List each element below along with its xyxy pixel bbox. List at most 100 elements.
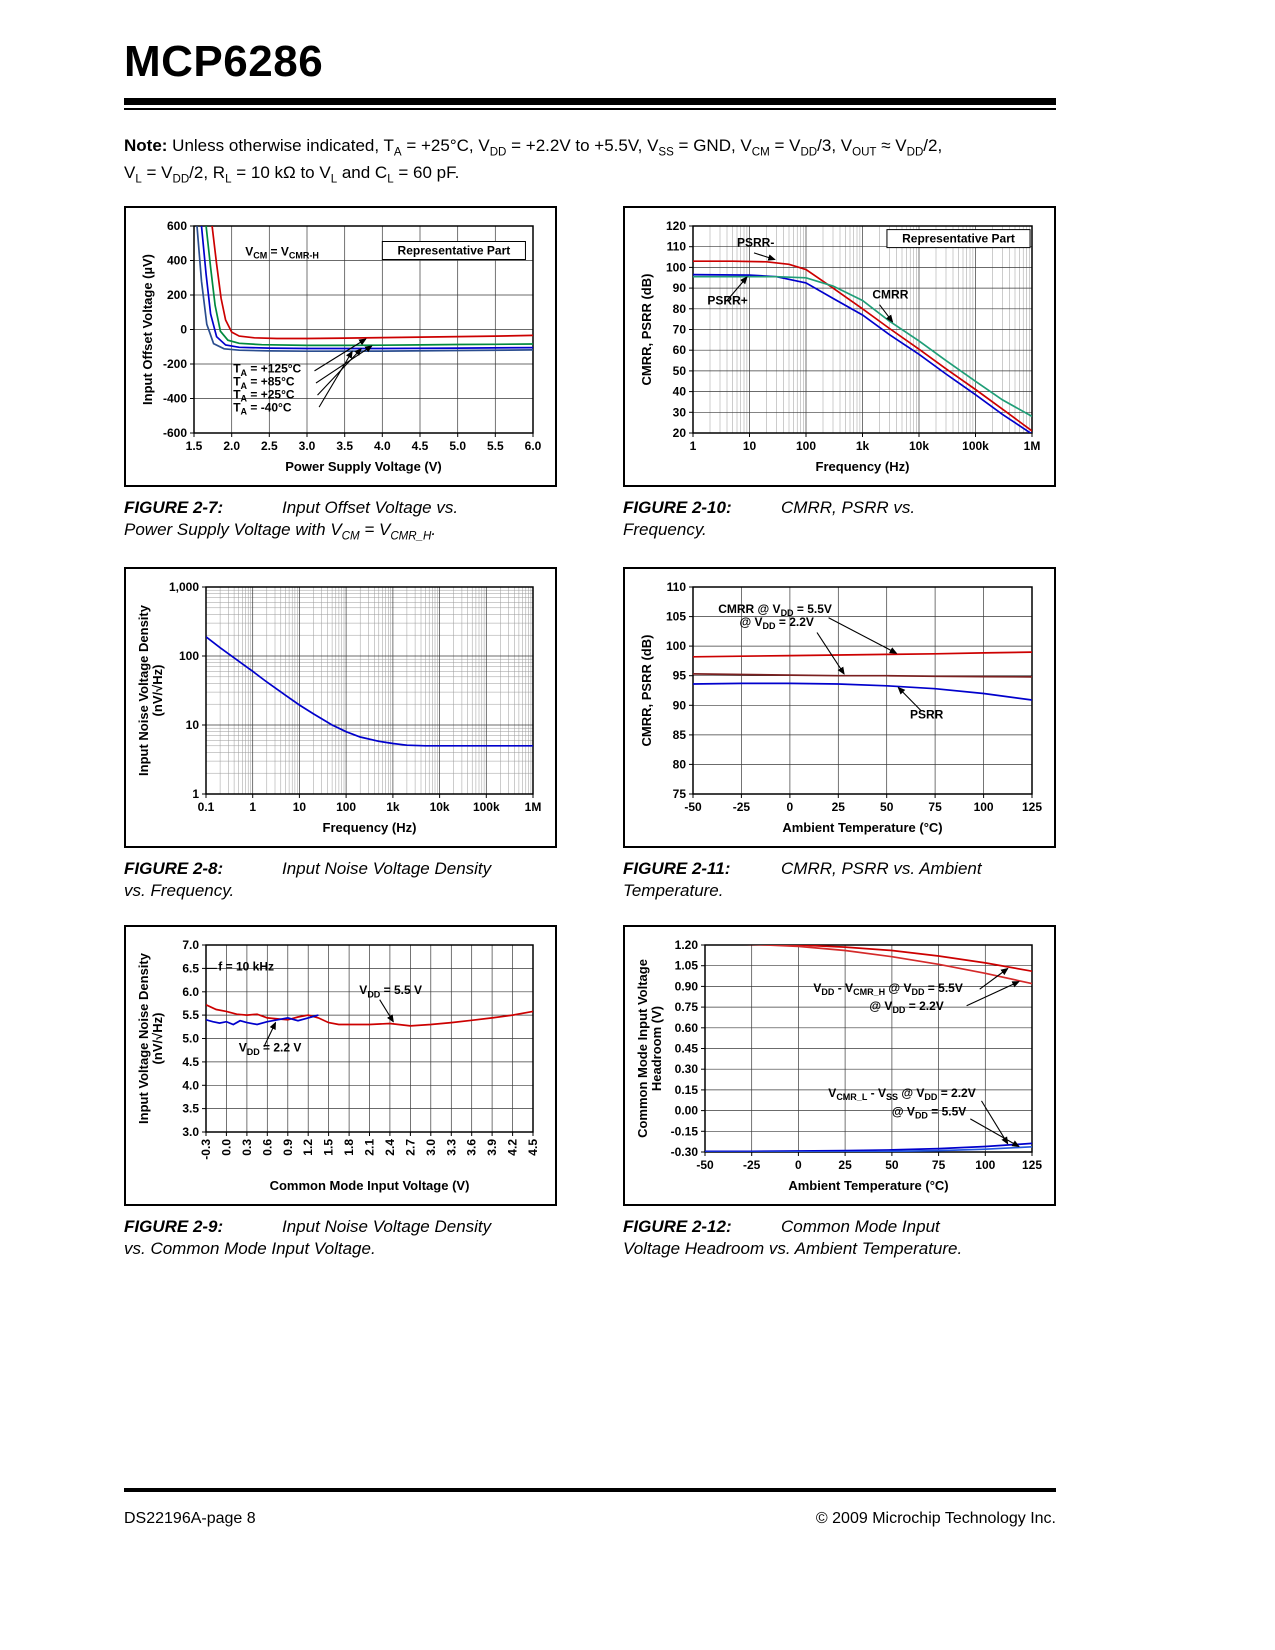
footer-rule bbox=[124, 1488, 1056, 1492]
chart-svg: CMRR @ VDD​ = 5.5V@ VDD​ = 2.2V PSRR -50 -2… bbox=[639, 580, 1042, 835]
svg-text:110: 110 bbox=[667, 239, 687, 253]
svg-text:75: 75 bbox=[673, 787, 687, 801]
svg-text:0.00: 0.00 bbox=[675, 1103, 699, 1117]
svg-text:3.0: 3.0 bbox=[182, 1125, 199, 1139]
svg-text:TA​ = -40°C: TA​ = -40°C bbox=[233, 400, 292, 416]
page-title: MCP6286 bbox=[124, 37, 324, 86]
svg-text:0: 0 bbox=[180, 322, 187, 336]
svg-text:4.5: 4.5 bbox=[412, 439, 429, 453]
svg-text:20: 20 bbox=[673, 426, 687, 440]
svg-text:PSRR+: PSRR+ bbox=[707, 293, 747, 307]
figure-2-10-caption: FIGURE 2-10: CMRR, PSRR vs. Frequency. bbox=[623, 497, 1056, 542]
figure-2-9-chart: f = 10 kHz VDD​ = 5.5 V VDD​ = 2.2 V -0.3 0.… bbox=[124, 924, 557, 1206]
svg-text:TA​ = +125°C: TA​ = +125°C bbox=[233, 361, 301, 377]
svg-text:100: 100 bbox=[666, 260, 686, 274]
svg-text:0.3: 0.3 bbox=[240, 1138, 254, 1155]
figure-2-11-caption: FIGURE 2-11: CMRR, PSRR vs. Ambient Tempe… bbox=[623, 858, 1056, 903]
svg-text:-50: -50 bbox=[684, 800, 702, 814]
svg-text:80: 80 bbox=[673, 301, 687, 315]
figure-2-12: VDD​ - VCMR_H​ @ VDD​ = 5.5V @ VDD​ = 2.2… bbox=[623, 924, 1056, 1261]
svg-text:@ VDD​ = 5.5V: @ VDD​ = 5.5V bbox=[892, 1104, 966, 1120]
svg-text:25: 25 bbox=[832, 800, 846, 814]
svg-text:1.5: 1.5 bbox=[322, 1138, 336, 1155]
svg-text:90: 90 bbox=[673, 281, 687, 295]
svg-text:Input Noise Voltage Density: Input Noise Voltage Density bbox=[136, 604, 151, 776]
svg-text:0: 0 bbox=[787, 800, 794, 814]
svg-text:0.15: 0.15 bbox=[675, 1082, 699, 1096]
svg-text:3.5: 3.5 bbox=[182, 1101, 199, 1115]
figure-label: FIGURE 2-12: bbox=[623, 1216, 732, 1236]
svg-text:75: 75 bbox=[932, 1158, 946, 1172]
svg-text:125: 125 bbox=[1022, 1158, 1042, 1172]
svg-text:-25: -25 bbox=[743, 1158, 761, 1172]
svg-text:0.0: 0.0 bbox=[219, 1138, 233, 1155]
chart-svg: VDD​ - VCMR_H​ @ VDD​ = 5.5V @ VDD​ = 2.2… bbox=[635, 938, 1042, 1193]
header-rule-thin bbox=[124, 108, 1056, 110]
svg-text:0.6: 0.6 bbox=[260, 1138, 274, 1155]
svg-text:600: 600 bbox=[167, 219, 187, 233]
svg-text:100k: 100k bbox=[962, 439, 989, 453]
svg-text:Ambient Temperature (°C): Ambient Temperature (°C) bbox=[788, 1178, 948, 1193]
svg-text:6.5: 6.5 bbox=[182, 961, 199, 975]
svg-text:110: 110 bbox=[667, 580, 687, 594]
svg-text:100: 100 bbox=[179, 649, 199, 663]
svg-text:10: 10 bbox=[743, 439, 757, 453]
figure-label: FIGURE 2-8: bbox=[124, 858, 224, 878]
svg-text:5.5: 5.5 bbox=[487, 439, 504, 453]
svg-text:1.20: 1.20 bbox=[675, 938, 699, 952]
svg-text:1M: 1M bbox=[525, 800, 542, 814]
figure-2-7-chart: VCM​ = VCMR-H​ Representative Part TA​ = +… bbox=[124, 205, 557, 487]
svg-text:60: 60 bbox=[673, 343, 687, 357]
svg-text:f = 10 kHz: f = 10 kHz bbox=[218, 959, 274, 973]
svg-text:0.30: 0.30 bbox=[675, 1062, 699, 1076]
svg-text:0.75: 0.75 bbox=[675, 1000, 699, 1014]
svg-text:VCM​ = VCMR-H​: VCM​ = VCMR-H​ bbox=[245, 244, 319, 260]
svg-text:(nV/√Hz): (nV/√Hz) bbox=[150, 1012, 165, 1064]
svg-text:PSRR-: PSRR- bbox=[737, 235, 774, 249]
svg-text:Representative Part: Representative Part bbox=[902, 231, 1015, 245]
svg-text:5.5: 5.5 bbox=[182, 1008, 199, 1022]
chart-svg: VCM​ = VCMR-H​ Representative Part TA​ = +… bbox=[140, 219, 542, 474]
svg-text:PSRR: PSRR bbox=[910, 707, 944, 721]
svg-text:Input Voltage Noise Density: Input Voltage Noise Density bbox=[136, 952, 151, 1124]
svg-text:-0.30: -0.30 bbox=[671, 1145, 699, 1159]
svg-text:10k: 10k bbox=[430, 800, 450, 814]
svg-text:VDD​ - VCMR_H​ @ VDD​ = 5.5V: VDD​ - VCMR_H​ @ VDD​ = 5.5V bbox=[813, 980, 962, 996]
svg-text:@ VDD​ = 2.2V: @ VDD​ = 2.2V bbox=[869, 998, 943, 1014]
svg-text:70: 70 bbox=[673, 322, 687, 336]
svg-text:-25: -25 bbox=[733, 800, 751, 814]
svg-text:1.8: 1.8 bbox=[342, 1138, 356, 1155]
figure-caption-text: Common Mode Input Voltage Headroom vs. A… bbox=[623, 1216, 963, 1258]
figure-2-8-chart: 0.1 1 10 100 1k 10k 100k 1M 1 10 100 1,000 Frequency… bbox=[124, 566, 557, 848]
svg-text:(nV/√Hz): (nV/√Hz) bbox=[150, 664, 165, 716]
svg-text:Common Mode Input Voltage: Common Mode Input Voltage bbox=[635, 959, 650, 1138]
svg-text:VDD​ = 2.2 V: VDD​ = 2.2 V bbox=[239, 1040, 302, 1056]
svg-text:7.0: 7.0 bbox=[182, 938, 199, 952]
svg-text:85: 85 bbox=[673, 728, 687, 742]
svg-text:2.7: 2.7 bbox=[403, 1138, 417, 1155]
svg-text:4.0: 4.0 bbox=[374, 439, 391, 453]
svg-text:-200: -200 bbox=[163, 357, 187, 371]
header-rule-thick bbox=[124, 98, 1056, 105]
svg-text:1.05: 1.05 bbox=[675, 958, 699, 972]
svg-text:Common Mode Input Voltage (V): Common Mode Input Voltage (V) bbox=[270, 1178, 470, 1193]
svg-text:CMRR: CMRR bbox=[872, 287, 908, 301]
svg-text:5.0: 5.0 bbox=[449, 439, 466, 453]
svg-text:2.0: 2.0 bbox=[223, 439, 240, 453]
svg-text:3.0: 3.0 bbox=[424, 1138, 438, 1155]
svg-text:TA​ = +85°C: TA​ = +85°C bbox=[233, 374, 295, 390]
figure-2-10-chart: PSRR- PSRR+ CMRR Representative Part 1 10 100 1… bbox=[623, 205, 1056, 487]
svg-text:VDD​ = 5.5 V: VDD​ = 5.5 V bbox=[359, 983, 422, 999]
svg-text:10: 10 bbox=[186, 718, 200, 732]
figure-2-7-caption: FIGURE 2-7: Input Offset Voltage vs. Powe… bbox=[124, 497, 557, 545]
svg-text:120: 120 bbox=[666, 219, 686, 233]
svg-text:4.2: 4.2 bbox=[506, 1138, 520, 1155]
svg-text:75: 75 bbox=[928, 800, 942, 814]
figure-label: FIGURE 2-7: bbox=[124, 497, 224, 517]
svg-text:6.0: 6.0 bbox=[525, 439, 542, 453]
svg-text:50: 50 bbox=[885, 1158, 899, 1172]
figure-2-8-caption: FIGURE 2-8: Input Noise Voltage Density v… bbox=[124, 858, 557, 903]
svg-text:4.5: 4.5 bbox=[182, 1054, 199, 1068]
svg-text:3.9: 3.9 bbox=[485, 1138, 499, 1155]
figure-2-9: f = 10 kHz VDD​ = 5.5 V VDD​ = 2.2 V -0.3 0.… bbox=[124, 924, 557, 1261]
